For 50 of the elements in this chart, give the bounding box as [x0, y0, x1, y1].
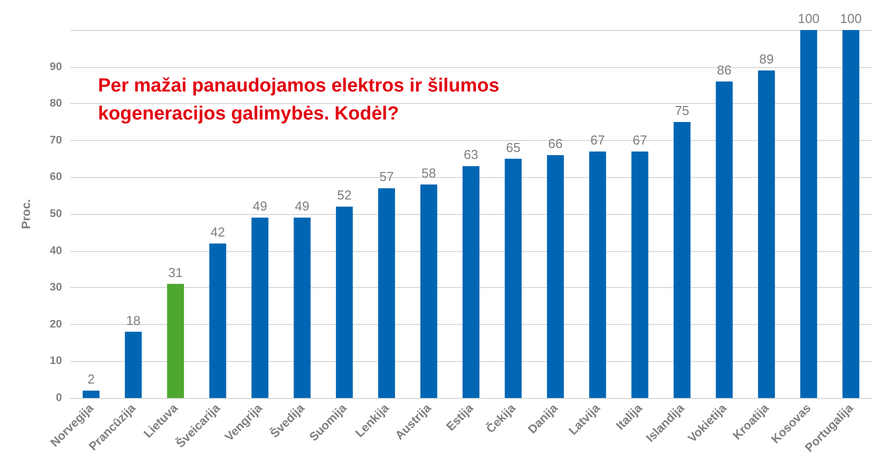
data-label: 52 [337, 188, 352, 203]
bar [209, 243, 226, 398]
data-label: 86 [717, 62, 732, 78]
y-axis-title: Proc. [19, 198, 33, 230]
bar [378, 188, 396, 398]
data-label: 75 [674, 103, 690, 118]
bar [294, 218, 311, 398]
data-label: 67 [632, 132, 648, 148]
data-label: 18 [126, 312, 141, 328]
data-label: 49 [252, 198, 268, 214]
data-label: 31 [168, 264, 183, 280]
y-tick-label: 70 [50, 134, 62, 146]
bar [504, 158, 522, 398]
bar [252, 218, 268, 398]
y-tick-label: 60 [50, 171, 62, 184]
y-tick-label: 50 [50, 208, 62, 220]
data-label: 66 [548, 136, 563, 152]
data-label: 67 [590, 132, 605, 148]
bar [124, 332, 142, 398]
y-tick-label: 80 [50, 98, 62, 110]
bar [546, 155, 564, 398]
bar [800, 30, 818, 398]
y-tick-label: 40 [50, 244, 62, 257]
y-tick-label: 0 [56, 392, 62, 404]
data-label: 49 [294, 198, 310, 214]
data-label: 63 [464, 147, 478, 162]
data-label: 58 [422, 166, 436, 181]
data-label: 100 [840, 11, 862, 26]
data-label: 65 [506, 140, 520, 155]
data-label: 100 [798, 11, 820, 26]
bar [842, 30, 860, 398]
bar [758, 70, 775, 398]
data-label: 42 [210, 224, 225, 240]
y-tick-label: 10 [50, 355, 62, 368]
bar [462, 166, 480, 398]
y-tick-label: 90 [50, 60, 62, 73]
data-label: 2 [87, 372, 95, 387]
bar [631, 151, 648, 398]
data-label: 89 [759, 51, 774, 66]
bar [82, 390, 100, 398]
bar [589, 151, 606, 398]
bar [716, 82, 733, 398]
bar [336, 206, 353, 398]
annotation: Per mažai panaudojamos elektros ir šilumos kogeneracijos galimybės. Kodėl? [98, 76, 505, 124]
bar [420, 184, 438, 398]
data-label: 57 [379, 169, 394, 184]
y-tick-label: 30 [50, 282, 62, 294]
bar [167, 284, 184, 398]
bar [674, 122, 690, 398]
y-tick-label: 20 [50, 318, 62, 330]
